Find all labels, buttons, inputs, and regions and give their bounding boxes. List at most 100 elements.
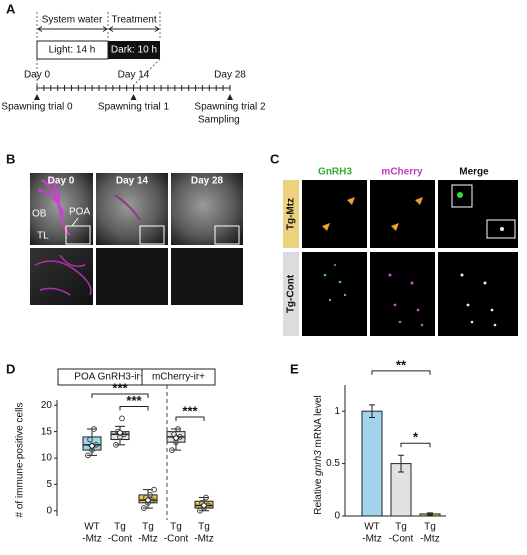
x-tick-label: WT — [84, 522, 100, 533]
point — [113, 441, 119, 448]
channel-label: Merge — [459, 167, 489, 178]
mean — [200, 501, 208, 510]
region-label: POA — [69, 207, 90, 218]
day-label: Day 0 — [48, 176, 75, 187]
cell — [500, 227, 504, 231]
trial-label: Spawning trial 2 — [194, 102, 266, 113]
y-tick-label: 0.5 — [326, 458, 340, 469]
x-tick-label: WT — [364, 522, 380, 533]
x-tick-label: Tg — [198, 522, 210, 533]
label: Light: 14 h — [49, 45, 96, 56]
y-tick-label: 10 — [41, 453, 53, 464]
day-label: Day 28 — [191, 176, 224, 187]
panel-c: C GnRH3 mCherry Merge Tg-Mtz Tg-Cont — [270, 151, 518, 336]
x-tick-label: -Mtz — [194, 534, 213, 545]
mean — [144, 496, 152, 504]
arrowhead — [130, 94, 137, 100]
day-label: Day 14 — [116, 176, 149, 187]
error-bar — [427, 512, 433, 516]
point — [197, 507, 203, 514]
day-label: Day 28 — [214, 70, 246, 81]
row-label-box — [283, 252, 299, 336]
image — [171, 173, 243, 245]
trial-label: Spawning trial 1 — [98, 102, 170, 113]
row-label-box — [283, 180, 299, 248]
label: Treatment — [111, 15, 156, 26]
sig-bracket — [175, 416, 205, 421]
point — [169, 447, 175, 453]
panel-letter: E — [290, 361, 299, 376]
timeline: Day 0 Spawning trial 0 Day 14 Spawning tria… — [1, 70, 266, 126]
point — [119, 415, 125, 422]
x-tick-label: Tg — [142, 522, 154, 533]
inset-box — [139, 225, 165, 245]
x-tick-label: -Mtz — [138, 534, 157, 545]
mean — [88, 442, 96, 450]
y-tick-label: 5 — [46, 479, 52, 490]
region-label: TL — [37, 231, 49, 242]
x-tick-label: -Cont — [108, 534, 133, 545]
inset-box — [214, 225, 240, 245]
error-bar — [369, 404, 375, 418]
fluorescence — [114, 194, 141, 221]
point — [87, 436, 93, 443]
image — [171, 248, 243, 305]
day-label: Day 0 — [24, 70, 51, 81]
sig-bracket — [119, 405, 149, 411]
sig-label: *** — [182, 403, 198, 418]
point — [147, 492, 153, 498]
images — [302, 180, 518, 336]
x-tick-label: Tg — [424, 522, 436, 533]
point — [175, 426, 181, 432]
image — [96, 248, 168, 305]
x-tick-label: -Cont — [389, 534, 414, 545]
y-tick-label: 15 — [41, 426, 53, 437]
x-tick-label: -Cont — [164, 534, 189, 545]
cells — [460, 273, 497, 327]
y-tick-label: 1 — [334, 406, 340, 417]
sig-label: *** — [126, 393, 142, 408]
cells — [323, 264, 347, 302]
dark-box — [108, 41, 160, 59]
arrow — [37, 26, 160, 32]
y-axis-label-part: Relative — [313, 476, 324, 515]
row-label: Tg-Mtz — [286, 198, 297, 230]
x-tick-label: Tg — [114, 522, 126, 533]
mean — [116, 428, 124, 437]
sampling-label: Sampling — [198, 115, 240, 126]
point — [203, 494, 209, 501]
arrowhead — [34, 94, 40, 100]
group-box — [141, 368, 216, 386]
error-bar — [398, 454, 404, 473]
x-tick-label: Tg — [170, 522, 182, 533]
arrowheads — [322, 197, 423, 231]
x-tick-label: -Mtz — [420, 534, 439, 545]
cell — [457, 192, 463, 198]
panel-letter: D — [6, 361, 15, 376]
y-tick-label: 20 — [41, 400, 53, 411]
sig-label: *** — [112, 380, 128, 395]
y-tick-label: 0 — [334, 511, 340, 522]
arrowhead — [227, 94, 233, 100]
day-label: Day 14 — [118, 70, 150, 81]
y-axis-label: Relative gnrh3 mRNA level — [313, 395, 324, 515]
x-tick-label: -Mtz — [362, 534, 381, 545]
channel-label: GnRH3 — [318, 167, 352, 178]
channel-label: mCherry — [381, 167, 423, 178]
region-label: OB — [32, 209, 47, 220]
panel-a: A System water Treatment Light: 14 h Dar… — [1, 1, 266, 125]
panel-letter: A — [6, 1, 16, 16]
point — [151, 486, 157, 493]
group-label: POA GnRH3-ir+ — [74, 372, 146, 383]
point — [91, 426, 97, 432]
panel-b: B Day 0 Day 14 Day 28 OB POA TL — [6, 151, 243, 305]
sig-label: ** — [396, 357, 407, 372]
y-axis-label: # of immune-positive cells — [15, 402, 26, 517]
y-tick-label: 0 — [46, 505, 52, 516]
inset-box — [451, 184, 473, 208]
point — [85, 452, 91, 459]
pointer — [71, 217, 79, 227]
